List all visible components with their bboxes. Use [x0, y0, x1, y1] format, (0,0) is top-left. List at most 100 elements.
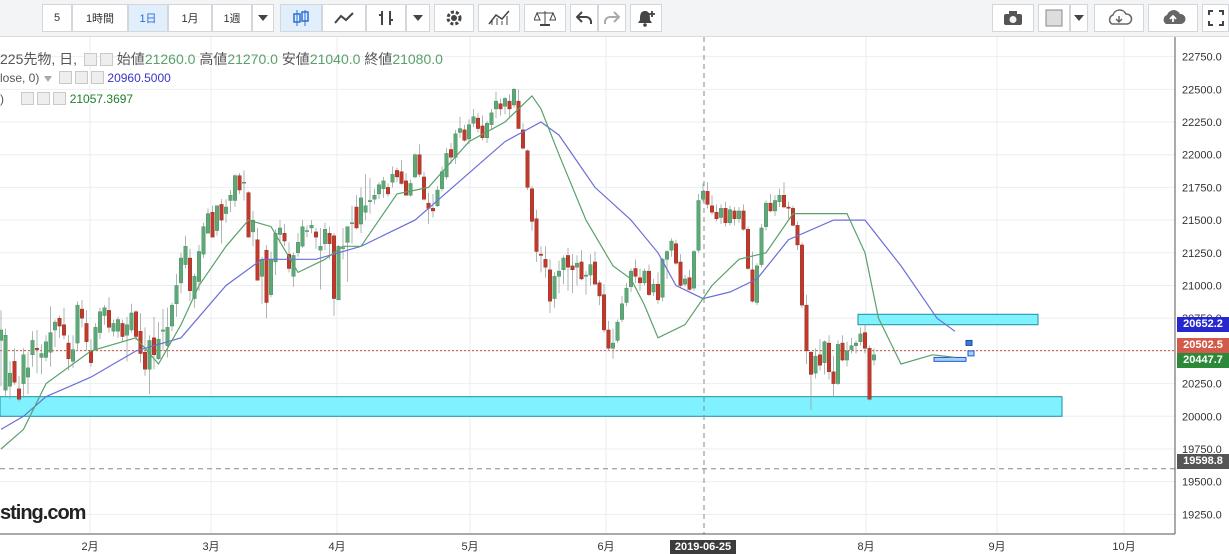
undo-button[interactable]	[570, 4, 598, 32]
color-picker-button[interactable]	[1038, 4, 1070, 32]
candle-body	[467, 124, 472, 140]
interval-dropdown-button[interactable]	[252, 4, 274, 32]
candle-body	[714, 212, 719, 219]
candle-body	[512, 89, 517, 106]
candle-body	[354, 206, 359, 229]
redo-button[interactable]	[598, 4, 626, 32]
candle-body	[548, 269, 553, 302]
bar-chart-button[interactable]	[366, 4, 406, 32]
close-icon[interactable]	[91, 71, 105, 85]
candle-body	[84, 323, 89, 342]
close-icon[interactable]	[53, 92, 67, 106]
candle-body	[791, 208, 796, 226]
dropdown-icon	[1074, 15, 1084, 21]
candle-body	[399, 171, 404, 184]
candle-body	[327, 232, 332, 244]
candle-body	[431, 208, 436, 212]
candle-body	[566, 255, 571, 268]
candle-body	[70, 349, 75, 362]
candle-body	[764, 202, 769, 227]
price-tick-label: 21250.0	[1182, 248, 1222, 260]
ma-fast-line	[0, 94, 956, 450]
screenshot-button[interactable]	[992, 4, 1034, 32]
candle-body	[845, 350, 850, 361]
price-tick-label: 22000.0	[1182, 150, 1222, 162]
candle-body	[773, 200, 778, 212]
compare-icon	[534, 11, 556, 26]
drawing-handle	[967, 350, 975, 357]
candle-body	[174, 285, 179, 305]
candle-body	[332, 235, 337, 299]
candle-body	[255, 239, 260, 281]
candle-body	[336, 246, 341, 301]
candle-body	[413, 154, 418, 178]
candle-body	[210, 212, 215, 238]
settings-button[interactable]	[434, 4, 474, 32]
candle-body	[196, 251, 201, 282]
candle-body	[296, 242, 301, 254]
candle-body	[696, 200, 701, 251]
candle-body	[269, 259, 274, 295]
candle-body	[674, 243, 679, 264]
candle-body	[219, 204, 224, 221]
price-tick-label: 20250.0	[1182, 379, 1222, 391]
interval-5-button[interactable]: 5	[42, 4, 72, 32]
candle-body	[30, 340, 35, 356]
candle-body	[390, 174, 395, 183]
candle-body	[800, 244, 805, 306]
candle-body	[246, 192, 251, 238]
visibility-icon[interactable]	[59, 71, 73, 85]
candle-body	[863, 332, 868, 349]
color-dropdown-button[interactable]	[1070, 4, 1088, 32]
candle-body	[309, 225, 314, 229]
candle-body	[872, 354, 877, 361]
ma2-value: 21057.3697	[69, 92, 134, 106]
candlestick-button[interactable]	[280, 4, 322, 32]
candle-body	[719, 208, 724, 218]
visibility-icon[interactable]	[83, 52, 97, 66]
candle-body	[350, 222, 355, 224]
dropdown-icon[interactable]	[43, 76, 53, 82]
settings-icon[interactable]	[99, 52, 113, 66]
candle-body	[521, 129, 526, 149]
candle-body	[395, 170, 400, 178]
time-tick-label: 9月	[988, 541, 1005, 553]
indicators-button[interactable]	[478, 4, 520, 32]
candle-body	[35, 348, 40, 350]
candle-body	[480, 125, 485, 138]
candlestick-icon	[293, 10, 309, 26]
candle-body	[26, 367, 31, 378]
drawing-markers	[965, 339, 975, 357]
chart-type-dropdown-button[interactable]	[406, 4, 430, 32]
candle-body	[840, 342, 845, 361]
line-chart-button[interactable]	[322, 4, 366, 32]
candle-body	[169, 304, 174, 327]
high-label: 高値	[199, 51, 228, 67]
horizontal-lines	[0, 350, 1175, 470]
candle-body	[323, 229, 328, 244]
price-chart[interactable]: 19250.019500.019750.020000.020250.020500…	[0, 37, 1229, 554]
cloud-upload-button[interactable]	[1148, 4, 1198, 32]
settings-icon[interactable]	[75, 71, 89, 85]
alert-button[interactable]	[630, 4, 662, 32]
support-resistance-zones	[0, 313, 1063, 417]
fullscreen-button[interactable]	[1202, 4, 1229, 32]
interval-1h-button[interactable]: 1時間	[72, 4, 128, 32]
candle-body	[858, 333, 863, 342]
candle-body	[88, 350, 93, 363]
candle-body	[201, 226, 206, 255]
cloud-download-button[interactable]	[1094, 4, 1144, 32]
settings-icon[interactable]	[37, 92, 51, 106]
candle-body	[111, 323, 116, 332]
candle-body	[750, 269, 755, 302]
interval-1w-button[interactable]: 1週	[212, 4, 252, 32]
candle-body	[449, 149, 454, 158]
interval-1m-button[interactable]: 1月	[168, 4, 212, 32]
watermark: sting.com	[0, 502, 86, 524]
visibility-icon[interactable]	[21, 92, 35, 106]
compare-button[interactable]	[524, 4, 566, 32]
interval-1d-button[interactable]: 1日	[128, 4, 168, 32]
candle-body	[557, 270, 562, 277]
candle-body	[638, 277, 643, 284]
candle-body	[737, 210, 742, 219]
